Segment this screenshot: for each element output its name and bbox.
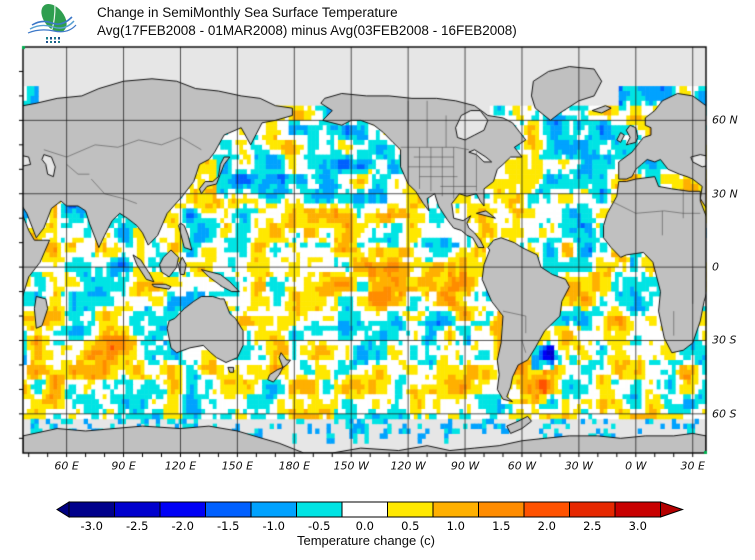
colorbar-bin--2.0 xyxy=(159,501,206,518)
lat-label-30n: 30 N xyxy=(712,187,738,201)
colorbar-tick--1.5: -1.5 xyxy=(217,519,240,533)
page-subtitle: Avg(17FEB2008 - 01MAR2008) minus Avg(03F… xyxy=(97,23,517,38)
lon-label-30e: 30 E xyxy=(680,459,705,473)
colorbar-bin-1.0 xyxy=(432,501,479,518)
colorbar-tick-1.5: 1.5 xyxy=(492,519,511,533)
colorbar-bin--3.0 xyxy=(68,501,115,518)
colorbar-tick-0.0: 0.0 xyxy=(355,519,374,533)
lat-label-60s: 60 S xyxy=(712,407,737,421)
colorbar-bin-0.5 xyxy=(387,501,434,518)
colorbar-tick--0.5: -0.5 xyxy=(308,519,331,533)
lon-label-90w: 90 W xyxy=(450,459,480,473)
colorbar-bin--2.5 xyxy=(114,501,161,518)
colorbar-bin--1.5 xyxy=(205,501,252,518)
colorbar xyxy=(56,501,685,518)
lon-label-120e: 120 E xyxy=(164,459,197,473)
lon-label-150e: 150 E xyxy=(221,459,254,473)
lon-label-60w: 60 W xyxy=(507,459,537,473)
lon-label-180e: 180 E xyxy=(278,459,311,473)
lon-label-90e: 90 E xyxy=(111,459,136,473)
colorbar-bin-2.5 xyxy=(569,501,616,518)
colorbar-bin--1.0 xyxy=(250,501,297,518)
colorbar-bin-1.5 xyxy=(478,501,525,518)
cola-leaf-logo xyxy=(27,3,77,43)
lon-label-150w: 150 W xyxy=(333,459,369,473)
lat-label-30s: 30 S xyxy=(712,333,737,347)
colorbar-tick-2.0: 2.0 xyxy=(537,519,556,533)
logo-fine-print xyxy=(46,37,60,43)
colorbar-tick-3.0: 3.0 xyxy=(628,519,647,533)
colorbar-tick-2.5: 2.5 xyxy=(583,519,602,533)
lon-label-120w: 120 W xyxy=(390,459,426,473)
lon-label-60e: 60 E xyxy=(54,459,79,473)
page-title: Change in SemiMonthly Sea Surface Temper… xyxy=(97,5,398,20)
colorbar-tick--2.0: -2.0 xyxy=(171,519,194,533)
colorbar-tick--3.0: -3.0 xyxy=(80,519,103,533)
colorbar-bin-0.0 xyxy=(341,501,388,518)
colorbar-bin--0.5 xyxy=(296,501,343,518)
colorbar-caption: Temperature change (c) xyxy=(296,533,436,548)
colorbar-tick--1.0: -1.0 xyxy=(262,519,285,533)
lon-label-30w: 30 W xyxy=(564,459,594,473)
lat-label-0: 0 xyxy=(712,260,719,274)
colorbar-bin-3.0 xyxy=(614,501,661,518)
lat-label-60n: 60 N xyxy=(712,113,738,127)
colorbar-tick--2.5: -2.5 xyxy=(126,519,149,533)
colorbar-bin-2.0 xyxy=(523,501,570,518)
lon-label-0w: 0 W xyxy=(625,459,647,473)
map-canvas xyxy=(15,45,711,463)
colorbar-tick-1.0: 1.0 xyxy=(446,519,465,533)
colorbar-tick-0.5: 0.5 xyxy=(401,519,420,533)
